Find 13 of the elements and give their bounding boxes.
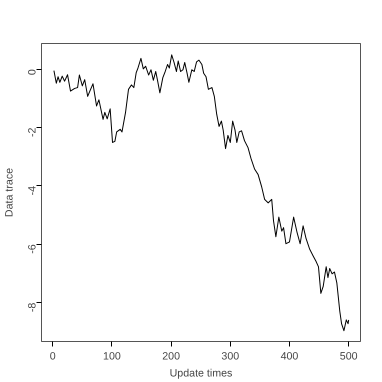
y-tick-label: -6 xyxy=(26,244,38,254)
x-tick-label: 300 xyxy=(221,350,240,362)
x-tick-label: 400 xyxy=(280,350,298,362)
x-tick-label: 500 xyxy=(340,350,358,362)
y-tick-label: 0 xyxy=(26,69,38,76)
y-axis-title: Data trace xyxy=(4,168,16,218)
x-tick-label: 200 xyxy=(162,350,180,362)
x-tick-label: 100 xyxy=(103,350,121,362)
y-tick-label: -4 xyxy=(26,186,38,196)
x-tick-label: 0 xyxy=(50,350,56,362)
x-axis-title: Update times xyxy=(170,368,232,380)
y-tick-label: -2 xyxy=(26,127,38,138)
y-tick-label: -8 xyxy=(26,302,38,312)
